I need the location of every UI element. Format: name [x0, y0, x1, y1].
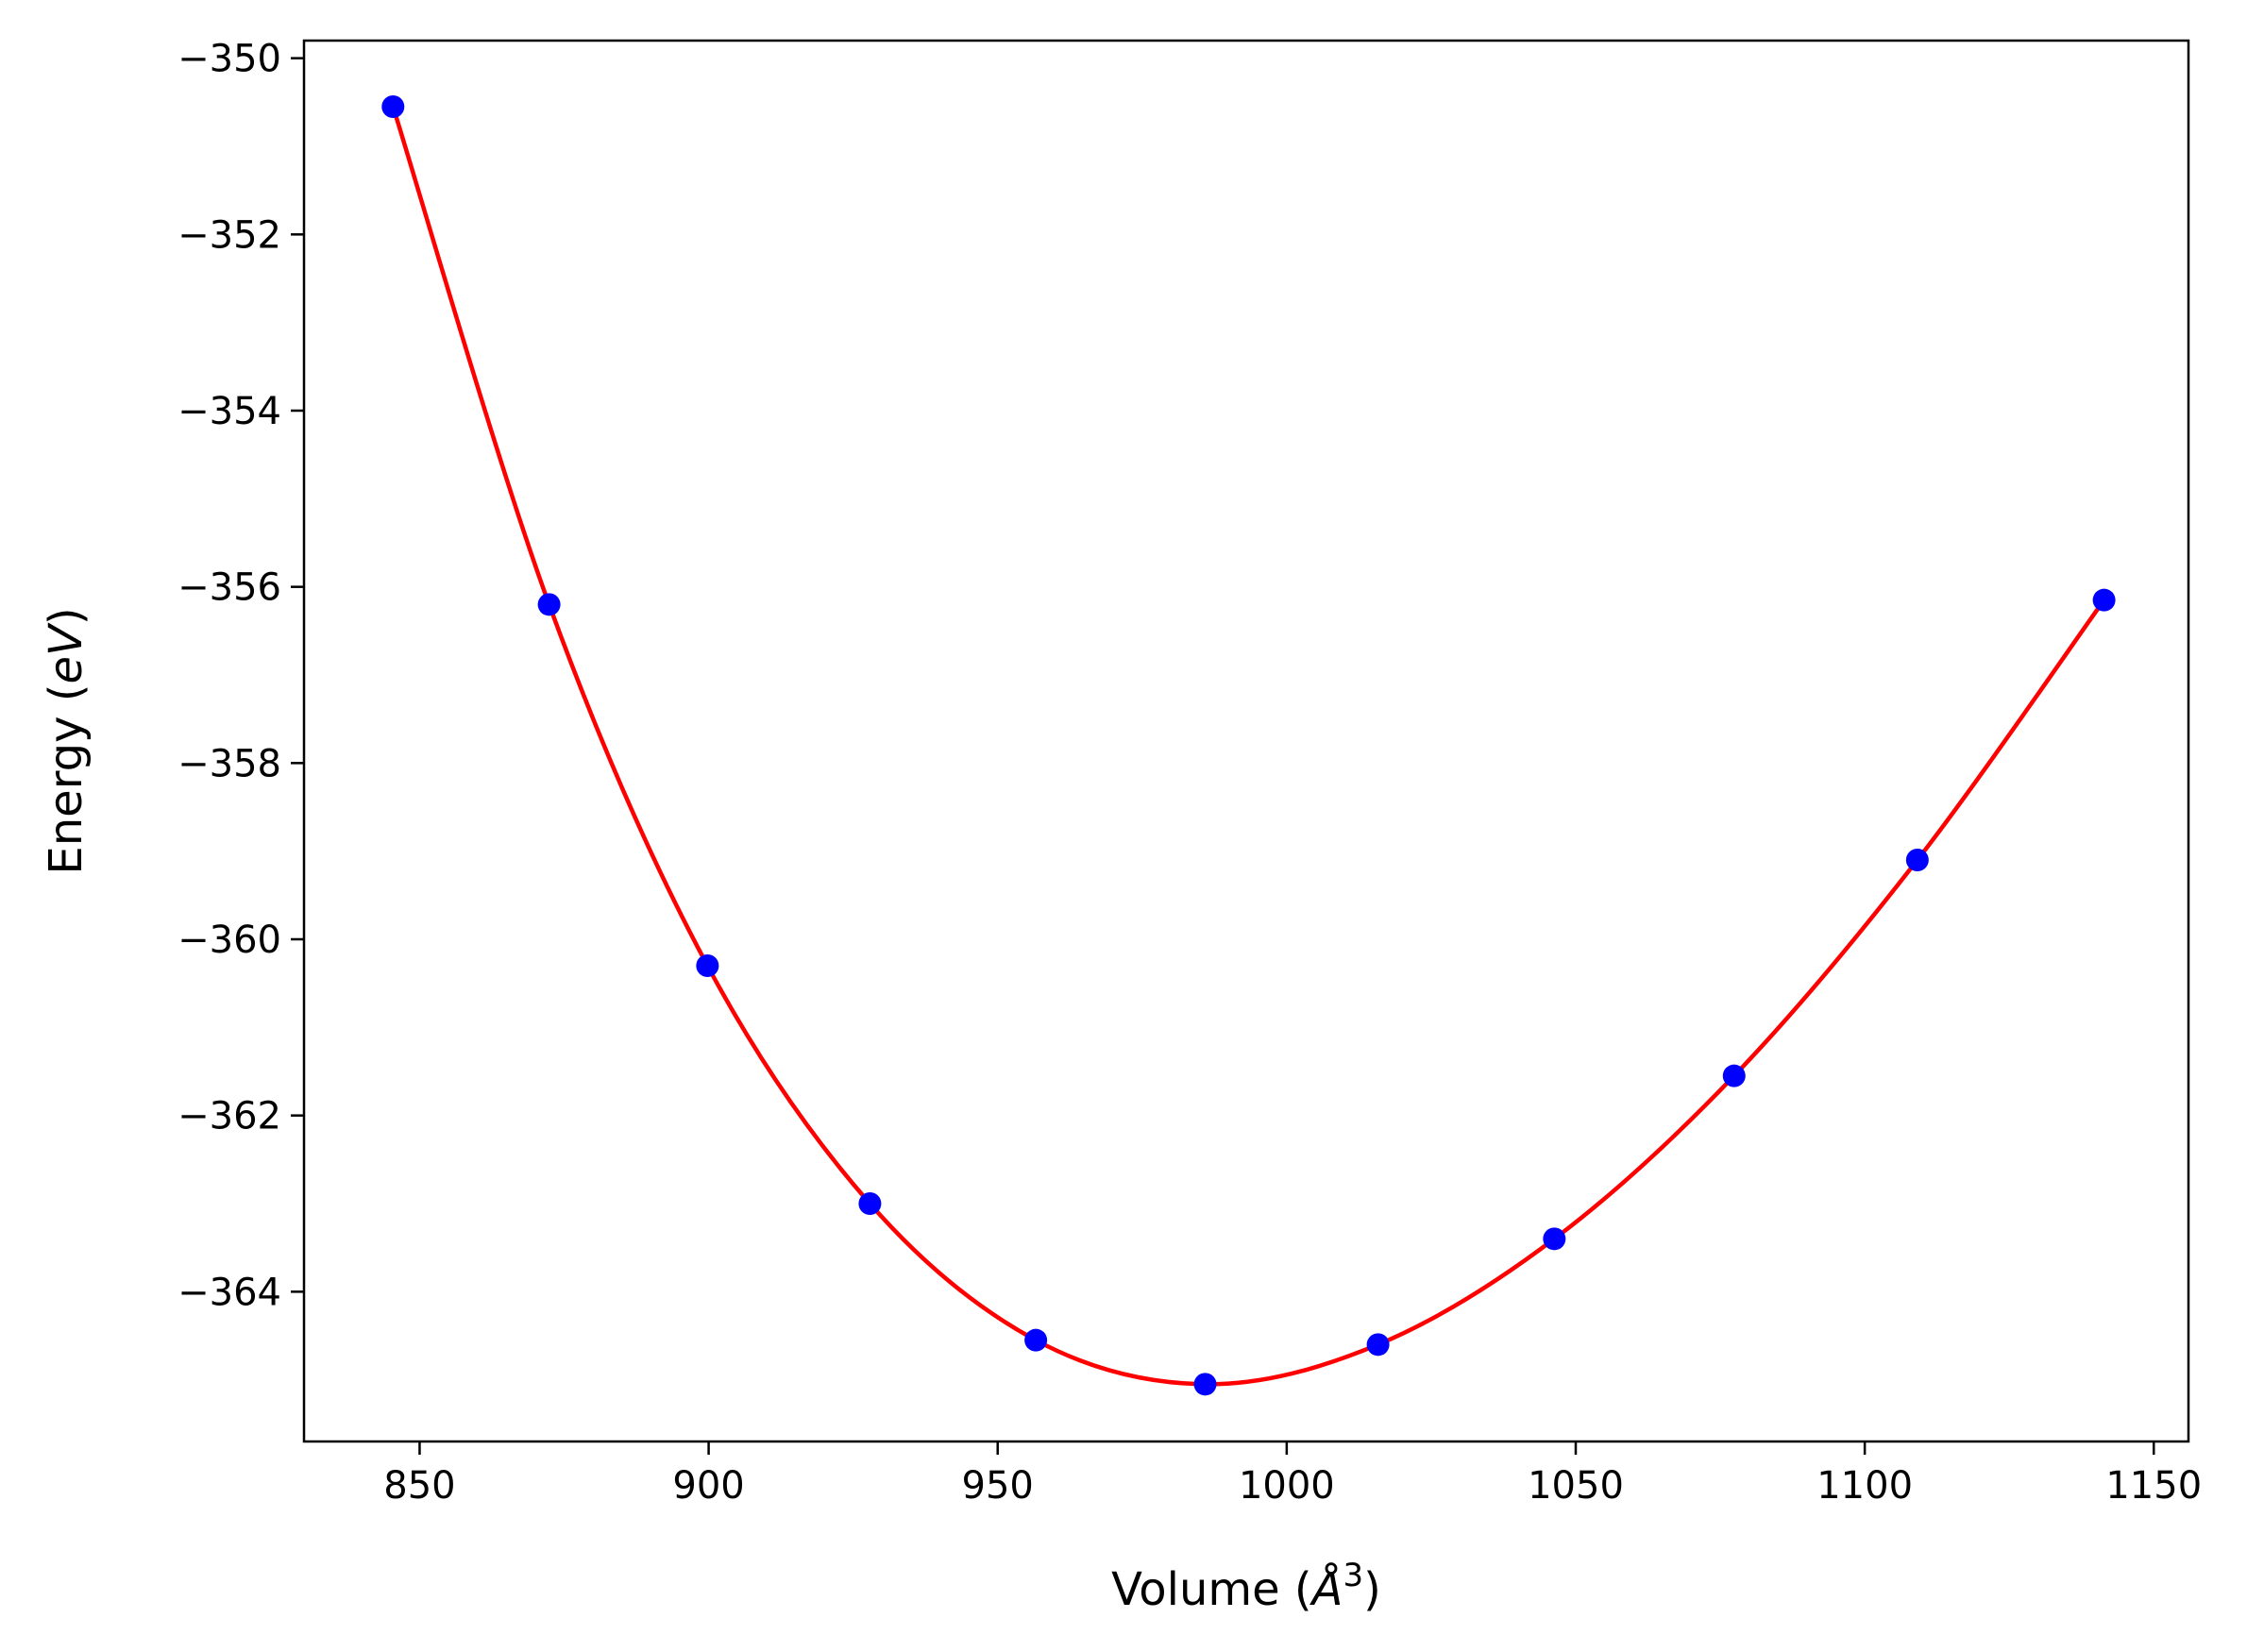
data-point [1024, 1328, 1048, 1352]
x-tick-label: 900 [672, 1464, 744, 1508]
x-tick-label: 850 [383, 1464, 455, 1508]
data-point [2092, 588, 2116, 612]
y-tick-label: −350 [177, 38, 281, 81]
x-tick-label: 1000 [1239, 1464, 1335, 1508]
x-tick-label: 1100 [1816, 1464, 1913, 1508]
data-point [1193, 1373, 1217, 1396]
y-tick-label: −354 [177, 390, 281, 433]
y-axis-label: Energy (eV) [40, 607, 93, 874]
data-point [858, 1192, 882, 1215]
data-point [1543, 1227, 1566, 1251]
y-tick-label: −356 [177, 566, 281, 610]
x-axis-label: Volume (Å3) [1111, 1557, 1381, 1616]
data-point [696, 954, 719, 977]
y-tick-label: −360 [177, 919, 281, 962]
x-tick-label: 1150 [2105, 1464, 2202, 1508]
data-point [537, 593, 561, 616]
fit-curve [391, 104, 2106, 1387]
data-point [381, 95, 405, 118]
y-tick-label: −358 [177, 742, 281, 785]
y-tick-label: −362 [177, 1095, 281, 1138]
axes-frame [302, 39, 2190, 1443]
data-point [1366, 1333, 1390, 1357]
data-point [1905, 849, 1929, 871]
data-point [1722, 1064, 1746, 1087]
y-tick-label: −364 [177, 1271, 281, 1314]
x-tick-label: 1050 [1528, 1464, 1624, 1508]
y-tick-label: −352 [177, 213, 281, 257]
x-tick-label: 950 [962, 1464, 1034, 1508]
